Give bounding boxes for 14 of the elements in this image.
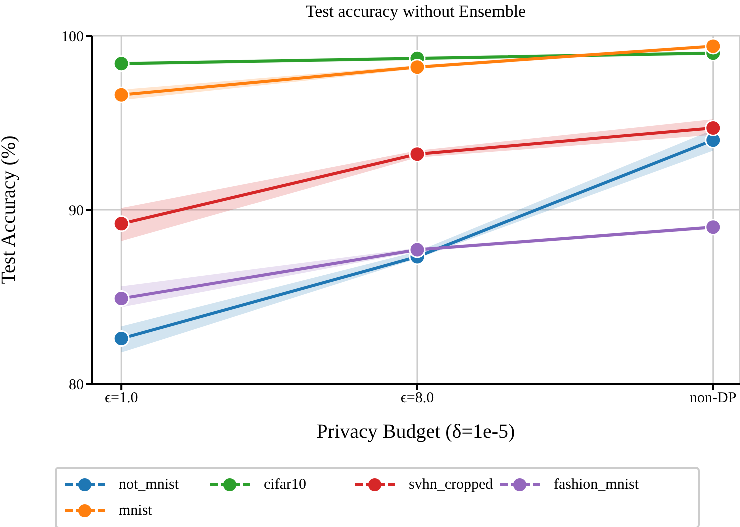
y-tick-label: 90 bbox=[69, 203, 84, 220]
legend-label: svhn_cropped bbox=[409, 476, 494, 494]
y-tick-label: 100 bbox=[62, 29, 84, 46]
x-tick-label: non-DP bbox=[690, 390, 737, 407]
legend-label: not_mnist bbox=[119, 476, 180, 494]
legend-label: fashion_mnist bbox=[554, 476, 639, 494]
chart-title: Test accuracy without Ensemble bbox=[304, 2, 528, 22]
y-axis-title: Test Accuracy (%) bbox=[0, 136, 20, 284]
y-tick-label: 80 bbox=[69, 377, 84, 394]
legend-label: mnist bbox=[119, 502, 152, 520]
legend-label: cifar10 bbox=[264, 476, 306, 494]
x-tick-label: ϵ=1.0 bbox=[104, 390, 138, 407]
x-tick-label: ϵ=8.0 bbox=[400, 390, 434, 407]
x-axis-title: Privacy Budget (δ=1e-5) bbox=[316, 421, 516, 444]
